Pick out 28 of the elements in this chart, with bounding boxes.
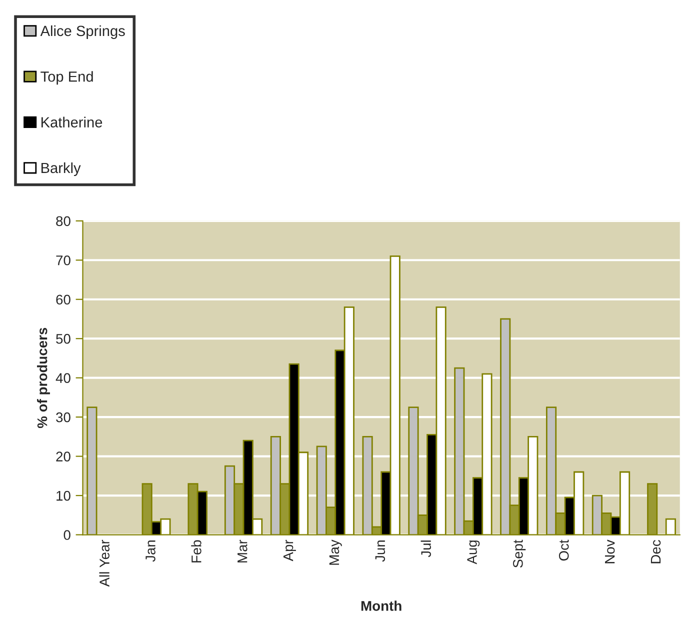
- legend-label: Top End: [40, 71, 93, 85]
- y-tick-label: 20: [56, 452, 70, 462]
- y-tick-label: 40: [56, 373, 70, 383]
- legend-label: Katherine: [41, 116, 102, 128]
- x-tick-label: Feb: [191, 540, 202, 562]
- y-tick-label: 80: [56, 216, 70, 226]
- y-tick-label: 10: [56, 490, 70, 501]
- y-axis-title: % of producers: [37, 328, 50, 428]
- legend-label: Alice Springs: [40, 25, 125, 39]
- x-tick-label: May: [329, 540, 342, 565]
- x-tick-label: Jan: [146, 540, 156, 562]
- x-tick-label: Mar: [238, 540, 248, 562]
- x-tick-label: Sept: [513, 540, 526, 568]
- x-axis-title: Month: [361, 600, 402, 611]
- legend-label: Barkly: [41, 162, 81, 176]
- x-tick-label: Nov: [605, 540, 615, 564]
- x-tick-label: Jun: [375, 540, 386, 562]
- y-tick-label: 50: [56, 334, 70, 344]
- y-tick-label: 30: [56, 412, 70, 422]
- y-tick-label: 70: [56, 255, 70, 266]
- x-tick-label: Oct: [558, 540, 569, 561]
- x-tick-label: Jul: [420, 540, 431, 558]
- x-tick-label: Apr: [284, 540, 296, 562]
- y-tick-label: 0: [64, 530, 70, 540]
- x-tick-label: Aug: [467, 540, 480, 564]
- x-tick-label: Dec: [650, 540, 661, 564]
- x-tick-label: All Year: [99, 540, 110, 587]
- y-tick-label: 60: [56, 294, 70, 305]
